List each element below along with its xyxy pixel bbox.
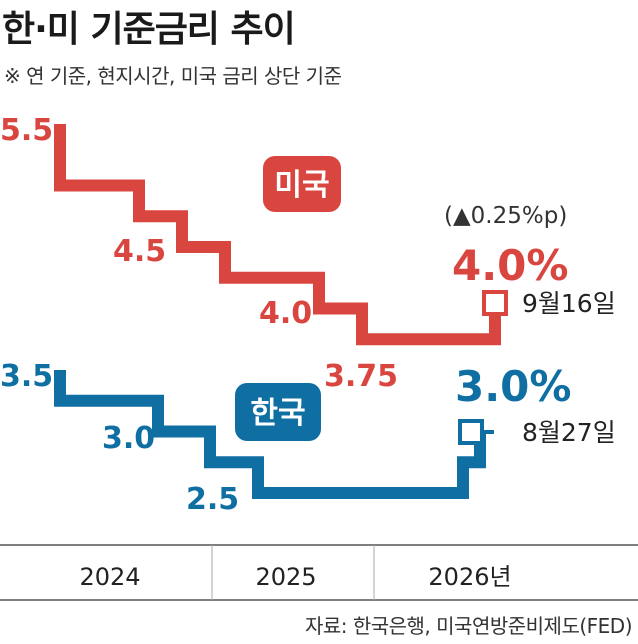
kr-badge xyxy=(235,383,321,441)
us-label-3.75: 3.75 xyxy=(324,359,398,394)
kr-label-2.5: 2.5 xyxy=(186,482,239,517)
kr-label-3.5: 3.5 xyxy=(0,359,53,394)
x-tick-label: 2026년 xyxy=(428,563,511,591)
kr-label-3.0: 3.0 xyxy=(102,421,155,456)
us-badge xyxy=(263,156,341,212)
x-tick-label: 2024 xyxy=(79,563,140,591)
us-latest-date: 9월16일 xyxy=(522,289,616,318)
page-title: 한·미 기준금리 추이 xyxy=(2,9,296,50)
x-tick-label: 2025 xyxy=(255,563,316,591)
kr-latest-date: 8월27일 xyxy=(522,418,616,447)
kr-badge-label: 한국 xyxy=(250,396,305,431)
us-label-5.5: 5.5 xyxy=(0,113,53,148)
us-label-4.0: 4.0 xyxy=(259,296,312,331)
us-latest-marker xyxy=(482,290,508,316)
us-latest-value: 4.0% xyxy=(452,241,568,290)
subtitle: ※ 연 기준, 현지시간, 미국 금리 상단 기준 xyxy=(4,64,342,88)
us-badge-label: 미국 xyxy=(274,168,329,203)
kr-rate-line xyxy=(54,370,486,499)
us-label-4.5: 4.5 xyxy=(113,234,166,269)
kr-latest-marker xyxy=(458,419,484,445)
source-note: 자료: 한국은행, 미국연방준비제도(FED) xyxy=(304,614,633,638)
us-change-label: (▲0.25%p) xyxy=(444,203,567,229)
kr-latest-value: 3.0% xyxy=(455,362,571,411)
us-rate-line xyxy=(54,124,501,346)
